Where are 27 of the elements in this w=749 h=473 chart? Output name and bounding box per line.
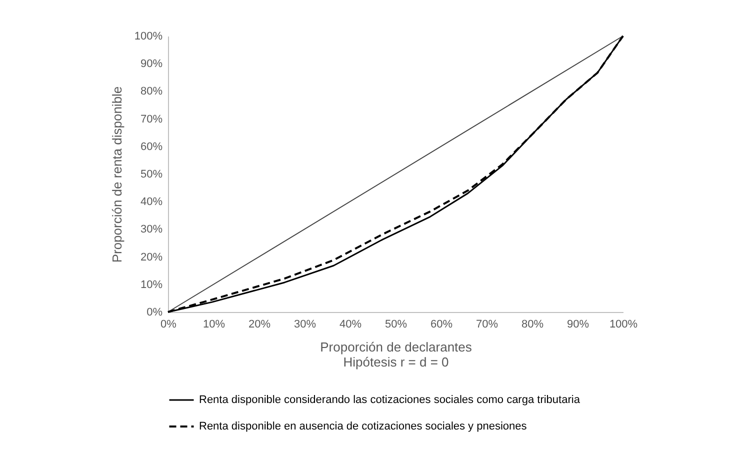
y-tick-label: 50% (140, 168, 163, 180)
x-tick-label: 40% (339, 318, 362, 330)
legend-label: Renta disponible en ausencia de cotizaciones sociales y pnesiones (199, 420, 528, 432)
y-tick-label: 80% (140, 86, 163, 98)
x-tick-label: 70% (476, 318, 498, 330)
x-tick-label: 50% (384, 318, 408, 330)
x-tick-label: 0% (160, 318, 177, 330)
y-tick-label: 10% (140, 278, 163, 291)
text: Hipótesis r = d = 0 (343, 354, 449, 370)
y-tick-label: 30% (140, 224, 163, 236)
y-tick-label: 60% (140, 140, 163, 153)
x-tick-label: 90% (566, 318, 590, 330)
legend-label: Renta disponible considerando las cotizaciones sociales como carga tributaria (199, 394, 581, 406)
x-tick-label: 20% (248, 318, 271, 330)
x-tick-label: 100% (609, 318, 638, 330)
y-tick-label: 100% (134, 30, 163, 42)
y-axis-title: Proporción de renta disponible (109, 86, 124, 263)
x-tick-label: 30% (294, 318, 316, 330)
y-tick-label: 0% (146, 306, 163, 318)
x-tick-label: 80% (521, 318, 544, 330)
x-tick-label: 10% (202, 318, 226, 330)
y-tick-label: 90% (140, 58, 163, 70)
x-tick-label: 60% (430, 318, 453, 330)
y-tick-label: 70% (140, 113, 163, 126)
y-tick-label: 20% (140, 251, 163, 264)
x-axis-title: Proporción de declarantes (320, 340, 472, 354)
y-tick-label: 40% (140, 196, 163, 208)
